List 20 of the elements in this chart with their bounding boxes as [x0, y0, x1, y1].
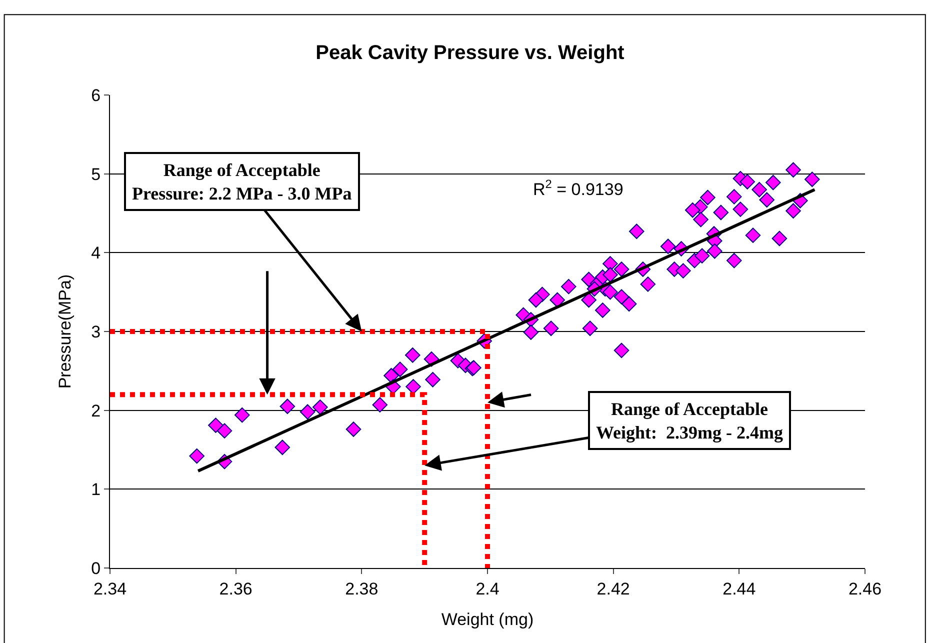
y-tick-label: 2: [91, 401, 101, 420]
x-tick-label: 2.4: [476, 579, 500, 598]
x-tick-label: 2.34: [93, 579, 127, 598]
x-tick-label: 2.42: [596, 579, 630, 598]
y-tick-label: 5: [91, 164, 101, 184]
x-tick-label: 2.38: [345, 579, 378, 598]
annotation: R$^{2}$ = 0.9139: [533, 177, 624, 200]
y-tick-label: 3: [91, 322, 101, 342]
y-tick-label: 4: [91, 244, 101, 263]
annotation: Range of Acceptable Weight: 2.39mg - 2.4mg: [596, 399, 783, 442]
y-tick-label: 6: [91, 86, 101, 105]
y-tick-label: 1: [91, 480, 101, 500]
y-axis-title: Pressure(MPa): [56, 274, 75, 389]
x-tick-label: 2.46: [848, 579, 882, 598]
x-axis-title: Weight (mg): [441, 610, 534, 629]
y-tick-label: 0: [91, 558, 101, 578]
x-tick-label: 2.36: [219, 579, 252, 598]
x-tick-label: 2.44: [722, 579, 756, 598]
chart-title: Peak Cavity Pressure vs. Weight: [316, 42, 625, 64]
annotation: Range of Acceptable Pressure: 2.2 MPa - 3.0 MPa: [132, 160, 352, 204]
